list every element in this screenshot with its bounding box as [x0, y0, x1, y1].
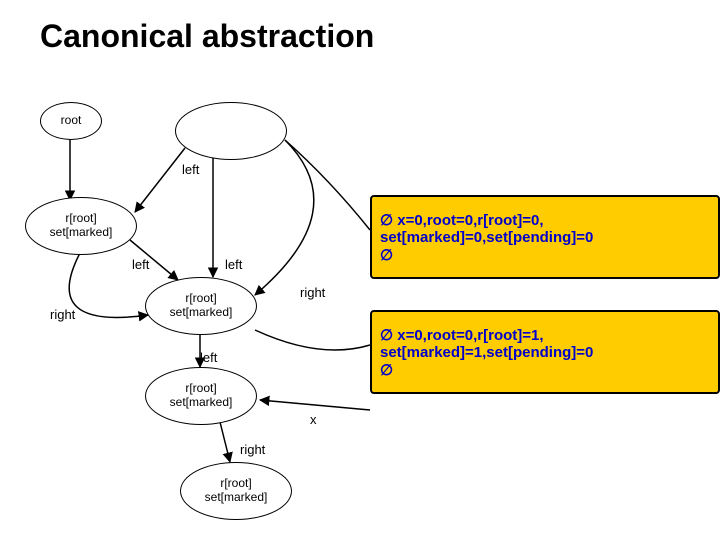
- edge: [135, 148, 185, 212]
- page-title: Canonical abstraction: [40, 18, 374, 55]
- callout-line: set[marked]=0,set[pending]=0: [380, 229, 710, 246]
- node-n1: r[root]set[marked]: [25, 197, 137, 255]
- node-label: set[marked]: [170, 396, 233, 410]
- callout-line: ∅ x=0,root=0,r[root]=1,: [380, 326, 710, 344]
- node-label: root: [61, 114, 82, 128]
- edge: [285, 140, 370, 230]
- edge-label: left: [132, 257, 149, 272]
- edge: [255, 140, 314, 295]
- callout-line: ∅: [380, 361, 710, 379]
- edge: [255, 330, 370, 350]
- node-label: r[root]: [65, 212, 96, 226]
- edge: [260, 400, 370, 410]
- node-label: r[root]: [220, 477, 251, 491]
- edge-label: right: [300, 285, 325, 300]
- callout-0: ∅ x=0,root=0,r[root]=0,set[marked]=0,set…: [370, 195, 720, 279]
- node-n2: r[root]set[marked]: [145, 277, 257, 335]
- edge-label: left: [225, 257, 242, 272]
- node-label: r[root]: [185, 292, 216, 306]
- edge-label: x: [310, 412, 317, 427]
- node-label: set[marked]: [50, 226, 113, 240]
- node-empty1: [175, 102, 287, 160]
- callout-1: ∅ x=0,root=0,r[root]=1,set[marked]=1,set…: [370, 310, 720, 394]
- edge-label: left: [200, 350, 217, 365]
- node-label: set[marked]: [205, 491, 268, 505]
- callout-line: set[marked]=1,set[pending]=0: [380, 344, 710, 361]
- callout-line: ∅: [380, 246, 710, 264]
- node-n3: r[root]set[marked]: [145, 367, 257, 425]
- edge-label: right: [240, 442, 265, 457]
- node-root: root: [40, 102, 102, 140]
- callout-line: ∅ x=0,root=0,r[root]=0,: [380, 211, 710, 229]
- node-label: r[root]: [185, 382, 216, 396]
- node-n4: r[root]set[marked]: [180, 462, 292, 520]
- edge-label: right: [50, 307, 75, 322]
- edge: [220, 422, 230, 462]
- edge-label: left: [182, 162, 199, 177]
- node-label: set[marked]: [170, 306, 233, 320]
